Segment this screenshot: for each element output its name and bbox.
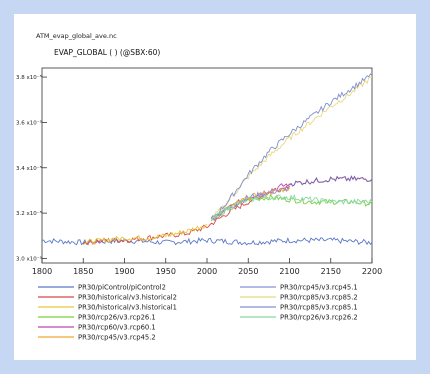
x-axis: 1800 1850 1900 1950 2000 2050 2100 2150 2200: [32, 258, 382, 276]
legend-label: PR30/rcp85/v3.rcp85.2: [280, 293, 358, 301]
legend-label: PR30/historical/v3.historical1: [78, 303, 177, 311]
y-axis: 3.0 x10⁻⁵ 3.2 x10⁻⁵ 3.4 x10⁻⁵ 3.6 x10⁻⁵ 3.8 …: [16, 74, 47, 262]
x-tick-label: 2150: [321, 267, 341, 276]
legend-label: PR30/rcp45/v3.rcp45.1: [280, 283, 358, 291]
y-tick-label: 3.0 x10⁻⁵: [16, 255, 42, 262]
legend: PR30/piControl/piControl2 PR30/historical…: [38, 283, 358, 341]
series-line-1: [41, 237, 373, 246]
series-line-4: [210, 193, 373, 221]
series-line-3: [82, 224, 208, 246]
x-tick-label: 1900: [114, 267, 134, 276]
y-tick-label: 3.4 x10⁻⁵: [16, 165, 42, 172]
x-tick-label: 1950: [156, 267, 176, 276]
x-tick-label: 2200: [362, 267, 382, 276]
plot-panel: ATM_evap_global_ave.nc EVAP_GLOBAL ( ) (…: [14, 14, 416, 360]
legend-label: PR30/rcp26/v3.rcp26.2: [280, 313, 358, 321]
chart-title: EVAP_GLOBAL ( ) (@SBX:60): [54, 48, 160, 57]
series-line-10: [210, 194, 373, 222]
x-tick-label: 2050: [238, 267, 258, 276]
legend-label: PR30/piControl/piControl2: [78, 283, 166, 291]
y-tick-label: 3.8 x10⁻⁵: [16, 74, 42, 81]
legend-label: PR30/rcp85/v3.rcp85.1: [280, 303, 358, 311]
chart-svg: ATM_evap_global_ave.nc EVAP_GLOBAL ( ) (…: [16, 32, 382, 341]
series-line-9: [210, 73, 373, 219]
x-tick-label: 2100: [279, 267, 299, 276]
legend-label: PR30/rcp26/v3.rcp26.1: [78, 313, 156, 321]
legend-label: PR30/rcp60/v3.rcp60.1: [78, 323, 156, 331]
y-tick-label: 3.2 x10⁻⁵: [16, 210, 42, 217]
x-tick-label: 2000: [197, 267, 217, 276]
y-tick-label: 3.6 x10⁻⁵: [16, 119, 42, 126]
file-name: ATM_evap_global_ave.nc: [36, 32, 117, 40]
series-line-rcp60-extension: [289, 175, 373, 187]
x-tick-label: 1850: [73, 267, 93, 276]
series-line-8: [210, 76, 373, 222]
legend-label: PR30/rcp45/v3.rcp45.2: [78, 333, 156, 341]
x-tick-label: 1800: [32, 267, 52, 276]
series-group: [41, 73, 373, 246]
legend-label: PR30/historical/v3.historical2: [78, 293, 177, 301]
plot-area: [41, 67, 373, 264]
